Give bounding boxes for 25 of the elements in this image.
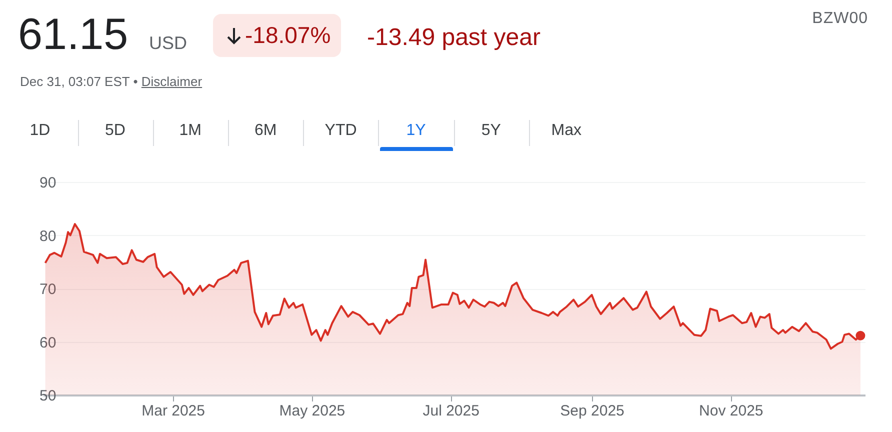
text: 1D [28,122,52,140]
text: 6M [253,122,278,140]
y-tick-label: 90 [40,174,56,192]
x-tick-label: Nov 2025 [699,402,764,420]
y-tick-label: 80 [40,228,56,245]
y-tick-label: 50 [40,388,56,404]
text: USD [149,33,188,54]
text: BZW00 [812,10,868,28]
text: 5Y [480,122,502,140]
y-tick-label: 60 [40,334,56,352]
text: 1Y [405,122,427,140]
y-tick-label: 70 [40,281,56,298]
x-tick-label: May 2025 [279,402,346,420]
x-tick-label: Mar 2025 [142,402,205,420]
chart-title: 61.15 [18,10,128,60]
text: Dec 31, 03:07 EST • [20,74,138,89]
text: Max [550,122,582,140]
text: -13.49 past year [367,24,540,52]
text: -18.07% [245,22,331,49]
text: 1M [178,122,202,140]
x-tick-label: Jul 2025 [422,402,480,420]
text: 5D [104,122,126,140]
text: Disclaimer [141,74,202,89]
text: YTD [324,122,358,140]
x-tick-label: Sep 2025 [560,402,624,420]
